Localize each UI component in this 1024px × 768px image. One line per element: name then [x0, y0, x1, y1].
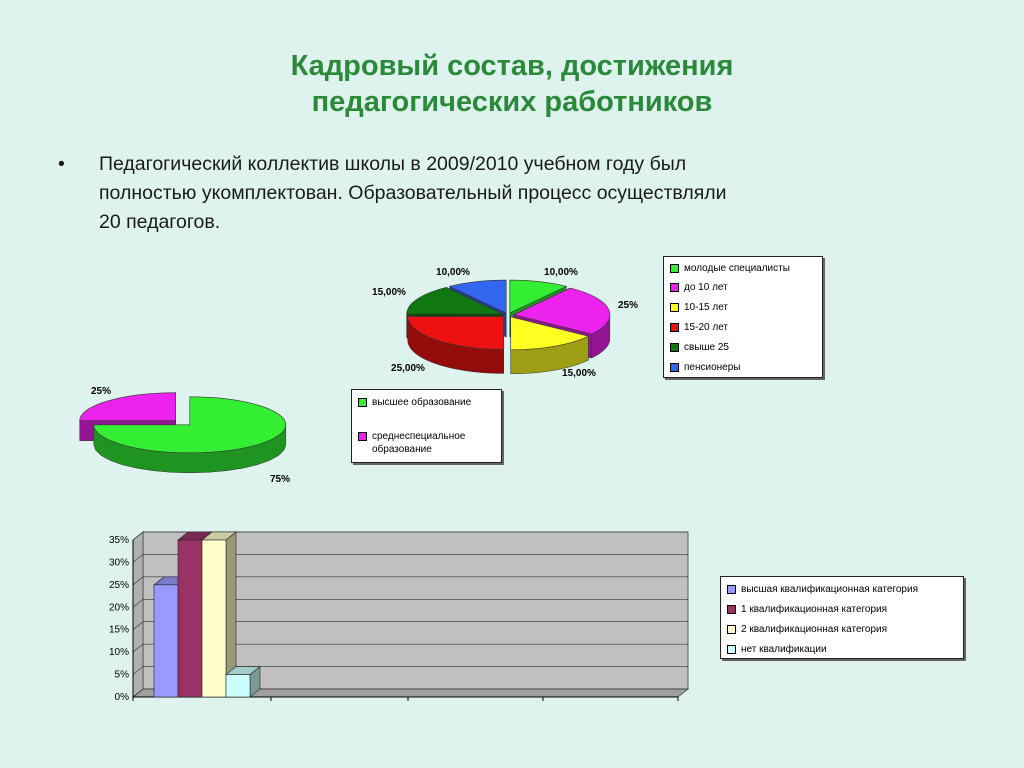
legend-label: пенсионеры	[684, 362, 741, 373]
pie-data-label-1: 25%	[618, 300, 638, 311]
education-pie-chart: 75% 25%	[79, 386, 290, 485]
legend-swatch	[727, 625, 736, 634]
title-line-2: педагогических работников	[311, 86, 713, 118]
legend-item-3: нет квалификации	[727, 643, 827, 656]
pie-data-label-1: 25%	[91, 386, 111, 397]
gridline	[132, 576, 688, 586]
gridline	[132, 531, 688, 541]
y-tick-label: 15%	[109, 625, 129, 636]
pie-slice-0	[93, 396, 287, 474]
pie-data-label-0: 75%	[270, 474, 290, 485]
legend-item-1: 1 квалификационная категория	[727, 603, 887, 616]
legend-label: 15-20 лет	[684, 322, 728, 333]
y-tick-label: 35%	[109, 535, 129, 546]
y-tick-label: 5%	[115, 670, 130, 681]
pie-data-label-3: 25,00%	[391, 363, 425, 374]
bullet-line-2: полностью укомплектован. Образовательный…	[99, 182, 727, 204]
legend-swatch	[670, 363, 679, 372]
y-tick-label: 0%	[115, 692, 130, 703]
legend-label: до 10 лет	[684, 282, 728, 293]
y-tick-label: 30%	[109, 557, 129, 568]
legend-item-2: 10-15 лет	[670, 301, 728, 314]
slide-title: Кадровый состав, достижения педагогическ…	[0, 48, 1024, 120]
legend-label: среднеспециальное образование	[372, 431, 466, 455]
legend-swatch	[670, 264, 679, 273]
legend-swatch	[727, 585, 736, 594]
bullet-line-3: 20 педагогов.	[99, 211, 221, 233]
pie-slice-3	[407, 316, 505, 374]
bar-3	[225, 665, 261, 698]
bullet-text: Педагогический коллектив школы в 2009/20…	[99, 150, 859, 237]
legend-swatch	[727, 605, 736, 614]
legend-label: высшее образование	[372, 397, 472, 408]
legend-label: высшая квалификационная категория	[741, 584, 918, 595]
y-tick-label: 25%	[109, 580, 129, 591]
legend-swatch	[670, 343, 679, 352]
legend-item-0: высшее образование	[358, 396, 498, 409]
legend-item-0: высшая квалификационная категория	[727, 583, 918, 596]
legend-item-4: свыше 25	[670, 341, 729, 354]
gridline	[132, 688, 688, 698]
bullet-marker: •	[58, 153, 65, 175]
education-pie-legend: высшее образование среднеспециальное обра…	[351, 389, 502, 463]
gridline	[132, 598, 688, 608]
legend-item-5: пенсионеры	[670, 361, 740, 374]
legend-swatch	[358, 398, 367, 407]
bar-2	[201, 531, 237, 698]
legend-item-0: молодые специалисты	[670, 262, 790, 275]
legend-label: нет квалификации	[741, 644, 827, 655]
legend-label: 2 квалификационная категория	[741, 624, 888, 635]
experience-pie-legend: молодые специалисты до 10 лет 10-15 лет 15-…	[663, 256, 823, 378]
pie-data-label-4: 15,00%	[372, 287, 406, 298]
legend-swatch	[670, 283, 679, 292]
legend-item-1: до 10 лет	[670, 281, 728, 294]
qualification-bar-chart: 0% 5% 10% 15% 20% 25% 30% 35%	[109, 531, 690, 703]
gridline	[132, 554, 688, 563]
pie-slice-2	[510, 316, 590, 375]
qualification-bar-legend: высшая квалификационная категория 1 квали…	[720, 576, 964, 659]
plot-side-wall	[132, 531, 144, 698]
legend-item-3: 15-20 лет	[670, 321, 728, 334]
legend-label: молодые специалисты	[684, 263, 790, 274]
legend-item-1: среднеспециальное образование	[358, 430, 498, 456]
gridline	[132, 666, 688, 675]
legend-swatch	[670, 303, 679, 312]
legend-swatch	[670, 323, 679, 332]
y-tick-label: 20%	[109, 602, 129, 613]
gridline	[132, 621, 688, 630]
pie-data-label-5: 10,00%	[436, 267, 470, 278]
y-tick-label: 10%	[109, 647, 129, 658]
legend-label: 10-15 лет	[684, 302, 728, 313]
title-line-1: Кадровый состав, достижения	[290, 50, 734, 82]
legend-swatch	[727, 645, 736, 654]
experience-pie-chart: 10,00% 25% 15,00% 25,00% 15,00% 10,00%	[372, 267, 638, 379]
legend-swatch	[358, 432, 367, 441]
pie-data-label-0: 10,00%	[544, 267, 578, 278]
legend-item-2: 2 квалификационная категория	[727, 623, 887, 636]
pie-data-label-2: 15,00%	[562, 368, 596, 379]
legend-label: свыше 25	[684, 342, 729, 353]
bullet-line-1: Педагогический коллектив школы в 2009/20…	[99, 153, 687, 175]
gridline	[132, 643, 688, 653]
legend-label: 1 квалификационная категория	[741, 604, 888, 615]
